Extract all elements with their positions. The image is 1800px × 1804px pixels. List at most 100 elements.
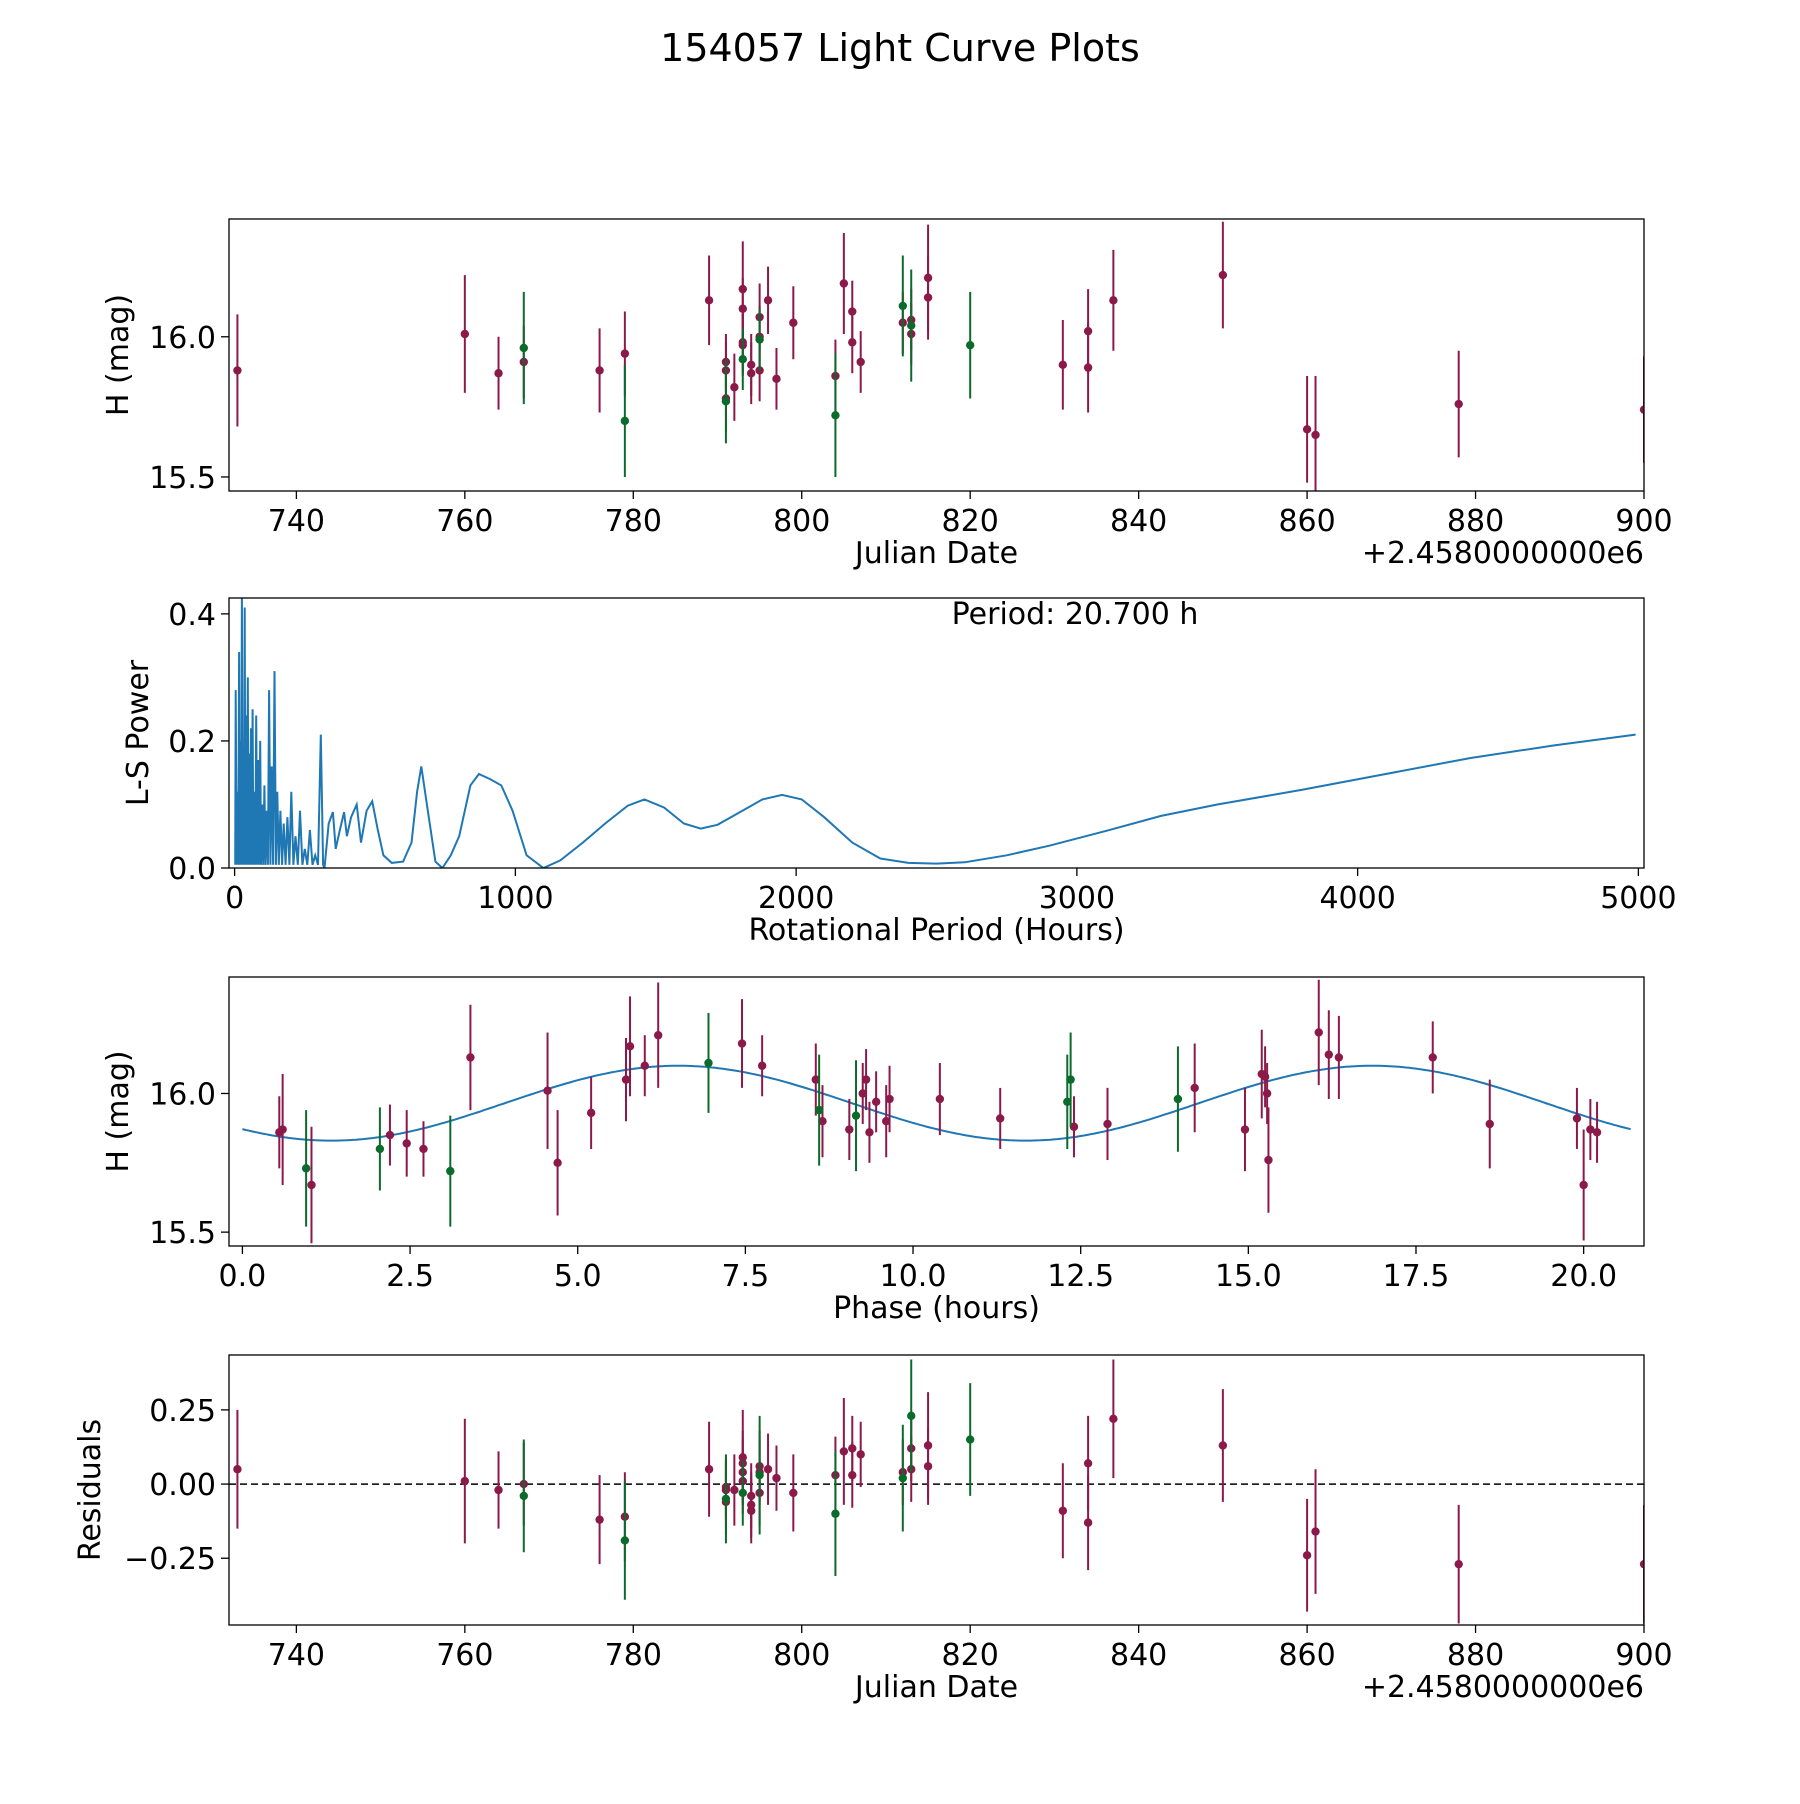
axes-frame: [228, 976, 1645, 1247]
data-point: [1639, 1504, 1644, 1624]
data-point: [831, 1451, 840, 1577]
x-tick-label: 780: [605, 1638, 662, 1673]
plot-area-phased: [242, 979, 1631, 1244]
point-marker: [856, 1450, 865, 1459]
y-tick-label: 15.5: [149, 461, 216, 496]
data-point: [375, 1107, 385, 1191]
point-marker: [1311, 1527, 1320, 1536]
panel-phased: 0.0 2.5 5.0 7.5 10.0 12.5 15.0 17.5 20.0 15.5 16.0…: [101, 976, 1645, 1326]
data-point: [871, 1071, 881, 1133]
x-tick-label: 12.5: [1047, 1259, 1114, 1294]
data-point: [1058, 319, 1068, 410]
data-point: [625, 996, 635, 1097]
point-marker: [996, 1114, 1005, 1123]
point-marker: [831, 411, 840, 420]
x-tick-label: 800: [773, 504, 830, 539]
point-marker: [1454, 399, 1463, 409]
data-point: [1639, 356, 1644, 463]
data-point: [738, 328, 747, 391]
point-marker: [772, 1473, 781, 1483]
y-axis-label: H (mag): [101, 1050, 136, 1172]
data-point: [923, 224, 933, 332]
data-point: [233, 1409, 242, 1529]
point-marker: [620, 1536, 630, 1545]
point-marker: [640, 1061, 649, 1070]
data-point: [704, 1421, 714, 1517]
axes-frame: [228, 597, 1645, 869]
point-marker: [907, 321, 916, 330]
data-point: [519, 1439, 528, 1553]
point-marker: [233, 366, 242, 375]
point-marker: [721, 397, 731, 406]
point-marker: [494, 1485, 503, 1495]
x-tick-label: 17.5: [1383, 1259, 1450, 1294]
data-point: [460, 1418, 470, 1544]
data-point: [586, 1076, 596, 1149]
series-purple-observations: [233, 221, 1644, 491]
point-marker: [721, 1494, 731, 1504]
data-point: [856, 1421, 865, 1488]
panel-residuals: 740 760 780 800 820 840 860 880 900 −0.25 0.00 0.25…: [73, 1354, 1673, 1705]
point-marker: [1572, 1114, 1582, 1123]
point-marker: [553, 1158, 562, 1168]
point-marker: [738, 304, 747, 313]
plot-area-lightcurve: [233, 221, 1644, 491]
point-marker: [519, 1491, 528, 1501]
series-purple-observations: [275, 979, 1602, 1244]
point-marker: [704, 296, 714, 305]
point-marker: [1592, 1128, 1602, 1137]
data-point: [402, 1110, 411, 1177]
data-point: [721, 359, 731, 444]
y-tick-label: 15.5: [149, 1216, 216, 1251]
data-point: [494, 1451, 503, 1529]
point-marker: [1264, 1155, 1273, 1165]
data-point: [839, 1398, 849, 1505]
data-point: [1586, 1099, 1595, 1161]
data-point: [811, 1043, 820, 1116]
point-marker: [848, 1470, 857, 1480]
x-tick-label: 820: [942, 1638, 999, 1673]
point-marker: [1579, 1180, 1588, 1190]
x-tick-label: 10.0: [880, 1259, 947, 1294]
x-tick-label: 1000: [477, 881, 553, 916]
point-marker: [923, 273, 933, 283]
point-marker: [1083, 1459, 1093, 1468]
plot-area-residuals: [229, 1359, 1644, 1624]
x-axis-label: Julian Date: [853, 1670, 1018, 1705]
point-marker: [1324, 1050, 1334, 1059]
point-marker: [755, 335, 764, 344]
data-point: [738, 1460, 747, 1526]
data-point: [704, 1013, 713, 1113]
periodogram-line: [234, 598, 1636, 868]
x-tick-label: 0: [225, 881, 244, 916]
x-tick-label: 900: [1615, 504, 1672, 539]
point-marker: [419, 1144, 428, 1154]
data-point: [814, 1054, 824, 1166]
data-point: [772, 1445, 781, 1511]
x-tick-label: 5000: [1600, 881, 1676, 916]
point-marker: [730, 383, 739, 392]
point-marker: [402, 1139, 411, 1148]
x-tick-label: 780: [605, 504, 662, 539]
point-marker: [307, 1180, 316, 1190]
point-marker: [1240, 1125, 1250, 1134]
data-point: [621, 1038, 631, 1122]
data-point: [935, 1062, 945, 1136]
data-point: [1302, 376, 1312, 483]
y-axis-label: L-S Power: [121, 659, 156, 806]
panel-periodogram: 0 1000 2000 3000 4000 5000 0.0 0.2 0.4 Rotational…: [121, 597, 1677, 948]
data-point: [1264, 1107, 1273, 1213]
point-marker: [814, 1105, 824, 1115]
data-point: [1302, 1498, 1312, 1612]
point-marker: [898, 1473, 908, 1483]
x-tick-label: 0.0: [219, 1259, 267, 1294]
data-point: [965, 291, 975, 399]
data-point: [848, 311, 857, 374]
data-point: [653, 982, 663, 1088]
point-marker: [789, 1488, 798, 1498]
x-tick-label: 860: [1278, 1638, 1335, 1673]
x-tick-label: 840: [1110, 504, 1167, 539]
data-point: [737, 999, 747, 1088]
point-marker: [845, 1125, 854, 1134]
data-point: [446, 1115, 455, 1227]
